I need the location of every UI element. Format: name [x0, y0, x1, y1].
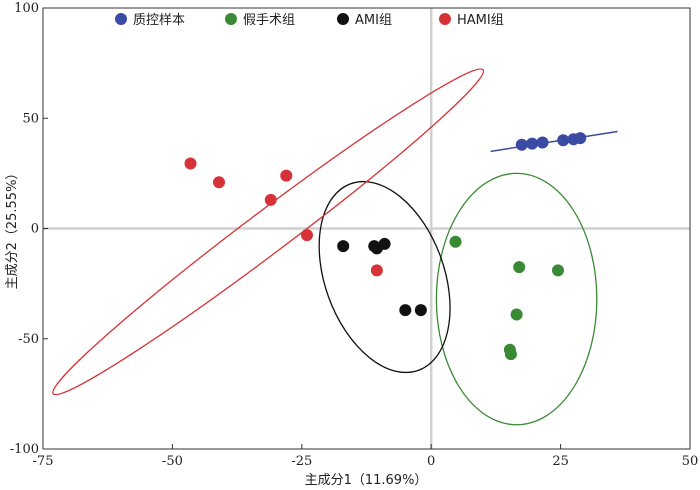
- trend-lines: [490, 130, 618, 153]
- confidence-ellipses: [52, 68, 598, 426]
- point-series-0-2: [536, 136, 549, 149]
- legend: 质控样本 假手术组 AMI组 HAMI组: [115, 13, 504, 28]
- y-tick-label: -100: [10, 442, 39, 457]
- legend-marker-series-1: [225, 13, 237, 25]
- point-series-3-0: [184, 157, 197, 170]
- legend-marker-series-0: [115, 13, 127, 25]
- legend-label-series-2: AMI组: [355, 13, 392, 28]
- x-axis-title: 主成分1（11.69%）: [305, 473, 428, 488]
- y-axis-title: 主成分2（25.55%）: [5, 167, 20, 290]
- point-series-0-3: [557, 134, 570, 147]
- x-tick-label: -50: [162, 454, 183, 469]
- point-series-0-5: [574, 132, 587, 145]
- x-tick-label: 25: [552, 454, 569, 469]
- y-tick-label: 0: [31, 222, 39, 237]
- y-tick-label: 100: [14, 1, 39, 16]
- point-series-1-5: [504, 348, 517, 361]
- data-points: [184, 132, 587, 361]
- point-series-3-2: [264, 193, 277, 206]
- legend-label-series-1: 假手术组: [243, 13, 295, 28]
- legend-label-series-3: HAMI组: [457, 13, 504, 28]
- x-tick-label: 0: [427, 454, 435, 469]
- legend-marker-series-2: [337, 13, 349, 25]
- x-tick-label: -25: [291, 454, 312, 469]
- x-tick-label: -75: [33, 454, 54, 469]
- point-series-1-2: [552, 264, 565, 277]
- point-series-2-0: [337, 240, 350, 253]
- point-series-1-1: [513, 261, 526, 274]
- legend-marker-series-3: [439, 13, 451, 25]
- point-series-1-3: [510, 308, 523, 321]
- point-series-3-1: [212, 176, 225, 189]
- ellipse-series-3: [52, 68, 485, 396]
- x-tick-label: 50: [682, 454, 699, 469]
- point-series-3-4: [300, 229, 313, 242]
- ellipse-series-1: [435, 172, 598, 426]
- point-series-2-3: [378, 237, 391, 250]
- point-series-1-0: [449, 235, 462, 248]
- y-tick-label: -50: [18, 332, 39, 347]
- point-series-3-5: [370, 264, 383, 277]
- point-series-2-4: [399, 304, 412, 317]
- point-series-0-1: [526, 137, 539, 150]
- axis-ticks: -75 -50 -25 0 25 50 -100 -50 0 50 100: [10, 1, 698, 469]
- legend-label-series-0: 质控样本: [133, 13, 185, 28]
- point-series-0-0: [515, 138, 528, 151]
- point-series-3-3: [280, 169, 293, 182]
- point-series-2-5: [414, 304, 427, 317]
- y-tick-label: 50: [22, 111, 39, 126]
- ellipse-series-2: [318, 180, 451, 374]
- trend-line-series-0: [490, 130, 618, 153]
- zero-lines: [43, 8, 690, 449]
